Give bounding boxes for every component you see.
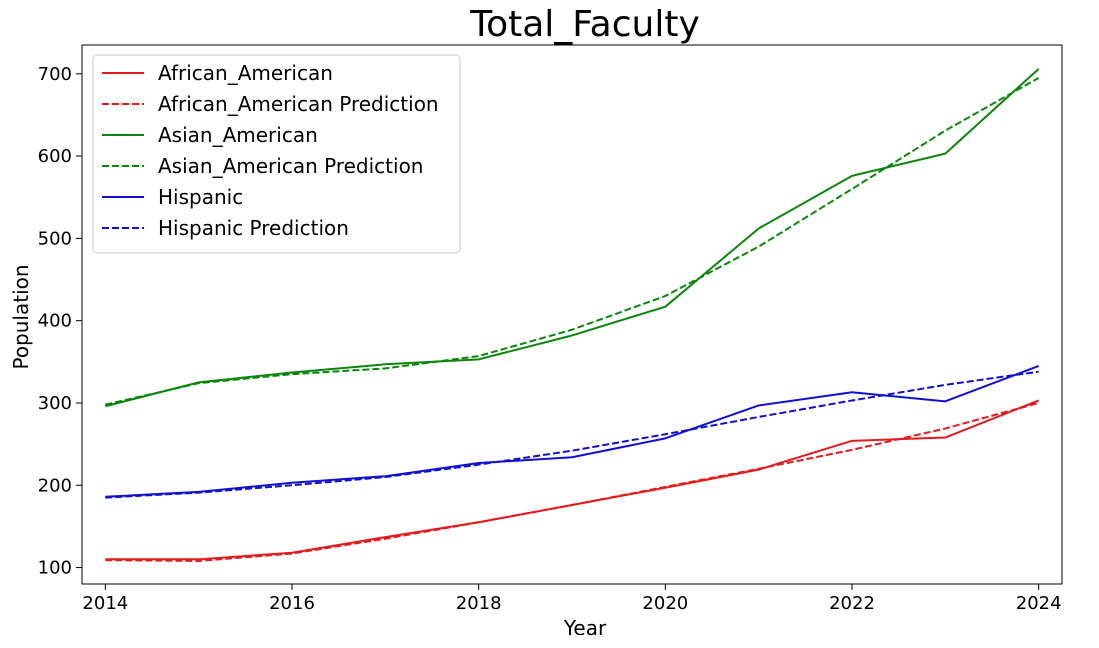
legend-label-2: Asian_American bbox=[158, 123, 318, 147]
legend-label-3: Asian_American Prediction bbox=[158, 154, 423, 178]
y-axis-label: Population bbox=[9, 264, 33, 369]
x-tick-label-4: 2022 bbox=[829, 593, 875, 614]
x-axis-label: Year bbox=[563, 616, 607, 640]
legend-box bbox=[92, 54, 461, 254]
y-tick-label-1: 200 bbox=[38, 475, 72, 496]
series-line-1 bbox=[105, 401, 1039, 562]
series-line-3 bbox=[105, 77, 1040, 406]
x-tick-label-3: 2020 bbox=[642, 593, 688, 614]
series-line-0 bbox=[105, 399, 1040, 561]
y-tick-label-4: 500 bbox=[38, 228, 72, 249]
series-line-5 bbox=[105, 370, 1039, 499]
plot-frame bbox=[81, 44, 1063, 585]
legend-label-1: African_American Prediction bbox=[158, 92, 439, 116]
y-tick-label-0: 100 bbox=[38, 558, 72, 579]
legend-label-4: Hispanic bbox=[158, 185, 243, 209]
x-tick-label-2: 2018 bbox=[456, 593, 502, 614]
legend-label-0: African_American bbox=[158, 61, 333, 85]
y-tick-label-6: 700 bbox=[38, 64, 72, 85]
y-tick-label-5: 600 bbox=[38, 146, 72, 167]
series-line-4 bbox=[105, 364, 1040, 498]
y-tick-label-2: 300 bbox=[38, 393, 72, 414]
legend: African_American African_American Predict… bbox=[92, 54, 461, 254]
legend-label-5: Hispanic Prediction bbox=[158, 216, 349, 240]
y-tick-label-3: 400 bbox=[38, 311, 72, 332]
x-tick-label-5: 2024 bbox=[1016, 593, 1062, 614]
x-tick-label-0: 2014 bbox=[82, 593, 128, 614]
x-tick-label-1: 2016 bbox=[269, 593, 315, 614]
plot-area: 2014 2016 2018 2020 2022 2024 100 200 300 400 500 6… bbox=[38, 44, 1063, 614]
chart-title: Total_Faculty bbox=[469, 4, 700, 45]
